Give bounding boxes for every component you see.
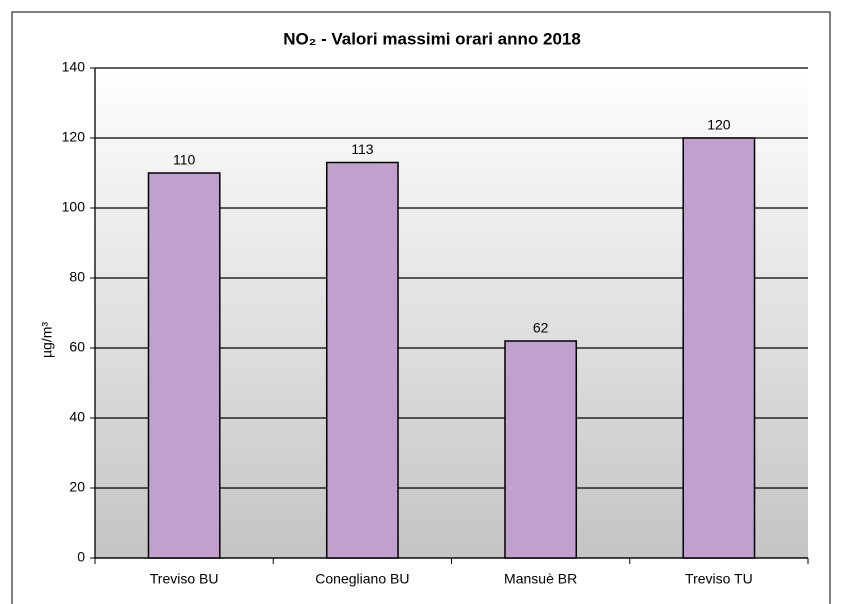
y-tick-label: 60 — [69, 339, 85, 355]
data-label: 120 — [707, 117, 731, 133]
bar — [325, 161, 399, 559]
y-tick-label: 140 — [62, 59, 86, 75]
y-tick-label: 40 — [69, 409, 85, 425]
data-label: 110 — [173, 152, 196, 168]
bar — [147, 172, 221, 559]
y-axis-label: µg/m³ — [39, 322, 55, 358]
bar — [504, 340, 578, 559]
data-label: 62 — [533, 320, 549, 336]
chart-title: NO₂ - Valori massimi orari anno 2018 — [283, 29, 581, 48]
x-tick-label: Treviso BU — [150, 571, 219, 587]
data-label: 113 — [351, 141, 374, 157]
x-tick-label: Conegliano BU — [315, 571, 409, 587]
y-tick-label: 80 — [69, 269, 85, 285]
chart-frame — [11, 11, 831, 604]
x-tick-label: Treviso TU — [685, 571, 753, 587]
y-tick-label: 20 — [69, 479, 85, 495]
y-tick-label: 120 — [62, 129, 86, 145]
y-tick-label: 100 — [62, 199, 86, 215]
y-tick-label: 0 — [77, 549, 85, 565]
bar — [682, 137, 756, 559]
x-tick-label: Mansuè BR — [504, 571, 577, 587]
